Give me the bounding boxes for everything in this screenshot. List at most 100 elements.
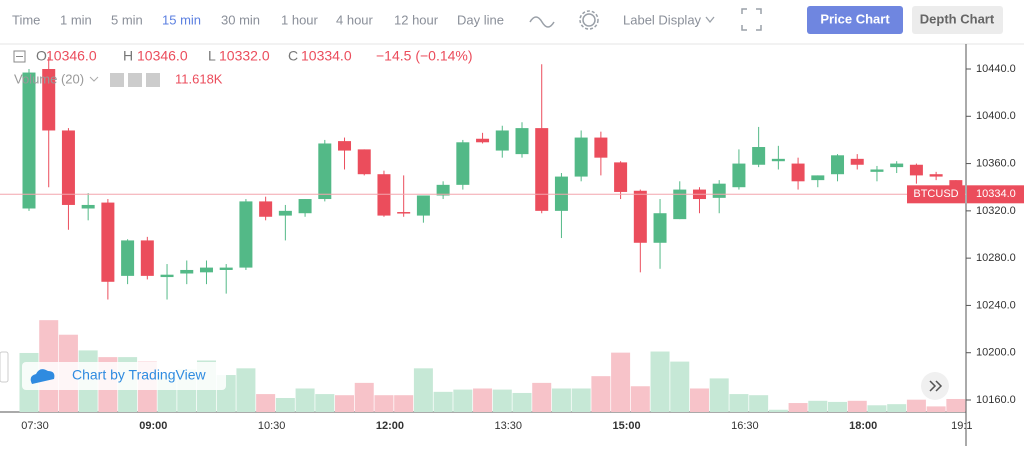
interval-tab[interactable]: Time: [12, 12, 40, 27]
interval-tab[interactable]: 30 min: [221, 12, 260, 27]
candle-body: [712, 183, 726, 198]
candle-body: [199, 267, 213, 273]
candle-body: [771, 158, 785, 162]
volume-value: 11.618K: [175, 71, 223, 86]
watermark-bg[interactable]: [22, 362, 226, 390]
candle-body: [594, 137, 608, 158]
volume-bar: [275, 398, 295, 412]
candle-body: [554, 176, 568, 211]
interval-tab[interactable]: 4 hour: [336, 12, 374, 27]
legend-change: −14.5 (−0.14%): [376, 48, 473, 64]
candle-body: [278, 210, 292, 216]
y-tick-label: 10240.0: [976, 299, 1016, 311]
legend-key: H: [123, 48, 133, 64]
side-tab[interactable]: [0, 351, 9, 383]
x-tick-label: 09:00: [139, 420, 167, 432]
candle-body: [42, 69, 56, 131]
interval-tab[interactable]: Day line: [457, 12, 504, 27]
x-tick-label: 19:1: [951, 420, 972, 432]
toolbar: Time 1 min 5 min 15 min 30 min 1 hour 4 hour 12…: [12, 12, 504, 27]
candle-body: [397, 212, 411, 214]
candle-body: [318, 143, 332, 200]
candle-body: [121, 240, 135, 276]
volume-bar: [689, 388, 709, 412]
candle-body: [140, 240, 154, 276]
x-tick-label: 12:00: [376, 420, 404, 432]
candle-body: [81, 204, 95, 209]
volume-bar: [433, 391, 453, 412]
candle-body: [298, 199, 312, 214]
volume-bar: [768, 409, 788, 412]
label-display[interactable]: Label Display: [623, 12, 702, 27]
price-chart-button[interactable]: [807, 6, 903, 34]
candle-body: [653, 213, 667, 243]
collapse-icon[interactable]: [13, 50, 26, 63]
interval-tab[interactable]: 15 min: [162, 12, 201, 27]
volume-bar: [749, 395, 769, 412]
settings-icon-ring: [579, 10, 599, 30]
candle-body: [259, 201, 273, 217]
volume-title: Volume (20): [14, 71, 84, 86]
candle-body: [673, 189, 687, 220]
volume-bar: [630, 386, 650, 412]
x-tick-label: 13:30: [495, 420, 523, 432]
volume-bar: [611, 352, 631, 412]
dropdown-arrow: [89, 76, 99, 82]
volume-bar: [335, 395, 355, 412]
legend-value: 10334.0: [301, 48, 352, 64]
candle-body: [791, 163, 805, 182]
volume-bar: [394, 395, 414, 412]
interval-tab[interactable]: 1 hour: [281, 12, 319, 27]
dropdown-arrow: [705, 16, 715, 24]
settings-icon[interactable]: [582, 13, 596, 27]
volume-bar: [295, 388, 315, 412]
y-tick-label: 10280.0: [976, 252, 1016, 264]
candle-body: [377, 174, 391, 216]
volume-bar: [788, 403, 808, 412]
interval-tab[interactable]: 1 min: [60, 12, 92, 27]
x-tick-label: 10:30: [258, 420, 286, 432]
x-tick-label: 18:00: [849, 420, 877, 432]
depth-chart-label[interactable]: Depth Chart: [920, 11, 995, 26]
candle-body: [870, 169, 884, 172]
candle-body: [831, 155, 845, 175]
candle-body: [515, 128, 529, 155]
y-tick-label: 10200.0: [976, 347, 1016, 359]
scroll-right-icon: [929, 380, 943, 392]
legend-value: 10332.0: [219, 48, 270, 64]
gear-icon[interactable]: [128, 73, 142, 87]
volume-bar: [512, 392, 532, 412]
y-tick-label: 10360.0: [976, 157, 1016, 169]
interval-tab[interactable]: 5 min: [111, 12, 143, 27]
eye-icon[interactable]: [110, 73, 124, 87]
volume-bar: [650, 351, 670, 412]
y-tick-label: 10160.0: [976, 394, 1016, 406]
volume-bar: [571, 388, 591, 412]
candle-body: [850, 158, 864, 165]
candle-body: [456, 142, 470, 185]
candle-body: [633, 190, 647, 243]
price-chart-label[interactable]: Price Chart: [820, 11, 890, 26]
volume-bar: [828, 401, 848, 412]
depth-chart-button[interactable]: [912, 6, 1003, 34]
volume-bar: [492, 389, 512, 412]
candle-body: [476, 138, 490, 143]
volume-bar: [551, 388, 571, 412]
candle-body: [160, 274, 174, 278]
close-icon[interactable]: [146, 73, 160, 87]
interval-tab[interactable]: 12 hour: [394, 12, 439, 27]
chart-style-icon[interactable]: [529, 16, 555, 28]
volume-bar: [413, 368, 433, 412]
volume-bar: [473, 388, 493, 412]
candle-body: [890, 163, 904, 168]
y-tick-label: 10320.0: [976, 205, 1016, 217]
volume-bar: [729, 394, 749, 412]
legend-key: L: [208, 48, 216, 64]
volume-bar: [532, 382, 552, 412]
volume-bar: [906, 399, 926, 412]
fullscreen-icon[interactable]: [741, 8, 762, 31]
volume-bar: [453, 389, 473, 412]
candle-body: [357, 149, 371, 175]
watermark[interactable]: Chart by TradingView: [72, 367, 206, 383]
